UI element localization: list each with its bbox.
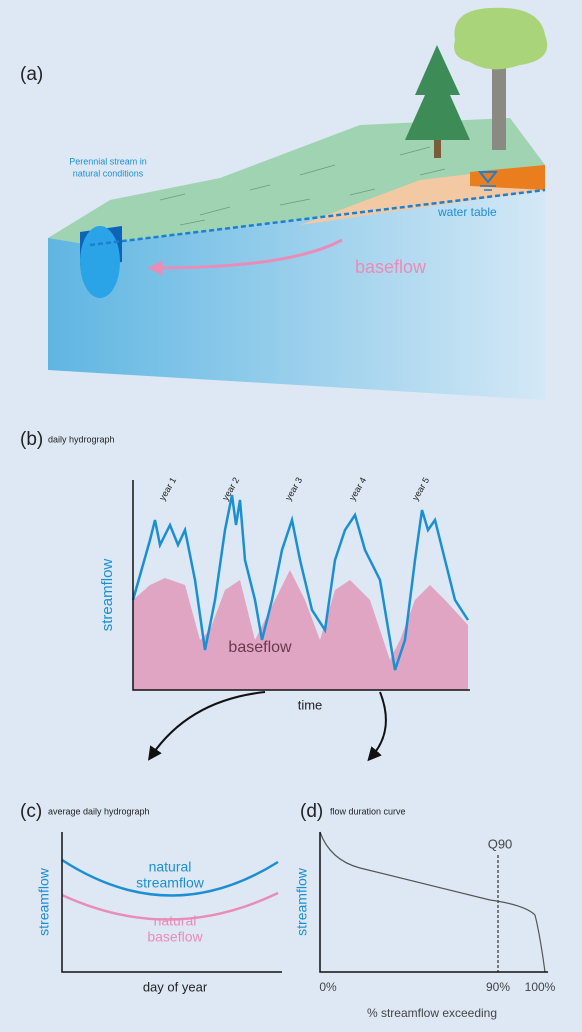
panel-title: daily hydrograph [48, 434, 115, 444]
diagram: (a) Perennial stream in natural conditio… [0, 0, 582, 1032]
panel-title: flow duration curve [330, 806, 406, 816]
baseflow-label: baseflow [355, 257, 427, 277]
tree-crown [454, 8, 547, 70]
panel-label: (b) [20, 429, 43, 450]
y-label: streamflow [99, 559, 116, 632]
x-tick: 90% [486, 980, 510, 994]
stream-label: Perennial stream in [69, 156, 147, 166]
panel-title: average daily hydrograph [48, 806, 150, 816]
x-label: % streamflow exceeding [367, 1006, 497, 1020]
curve-label: natural [154, 913, 197, 929]
panel-label: (a) [20, 64, 43, 85]
y-label: streamflow [36, 867, 52, 936]
curve-label: streamflow [136, 875, 205, 891]
curve-label: baseflow [147, 929, 203, 945]
water-table-label: water table [437, 205, 497, 219]
curve-label: natural [149, 859, 192, 875]
x-label: day of year [143, 979, 208, 994]
x-label: time [298, 697, 323, 712]
q90-label: Q90 [488, 836, 513, 851]
x-tick: 0% [319, 980, 337, 994]
stream-water [80, 226, 120, 298]
y-label: streamflow [294, 867, 310, 936]
panel-label: (c) [20, 801, 42, 822]
tree-trunk [492, 60, 506, 150]
stream-label: natural conditions [73, 168, 144, 178]
area-label: baseflow [228, 639, 292, 656]
x-tick: 100% [525, 980, 556, 994]
panel-label: (d) [300, 801, 323, 822]
